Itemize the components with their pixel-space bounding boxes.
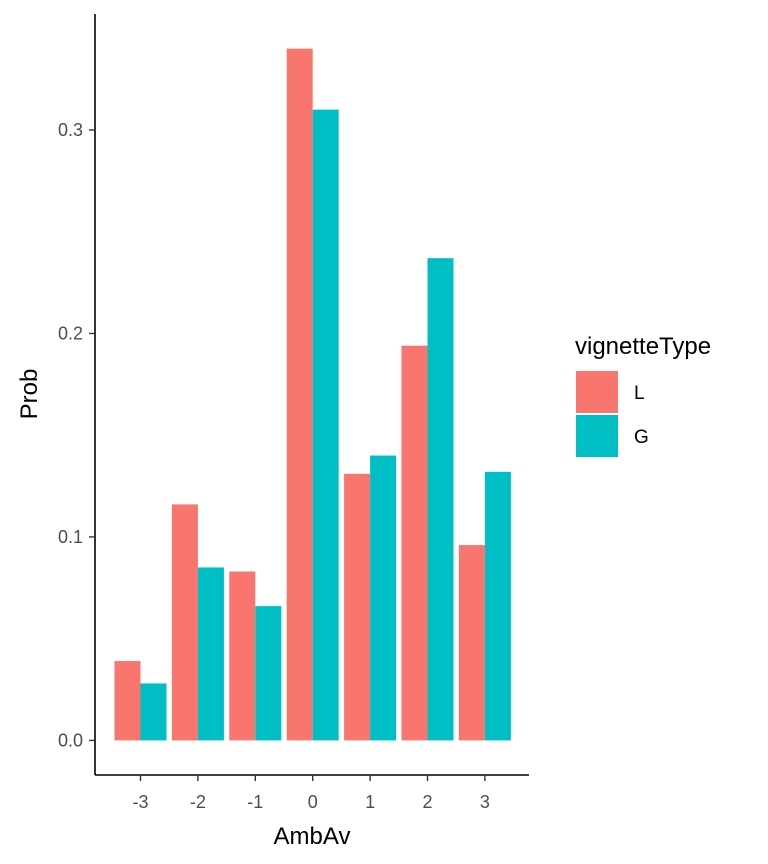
y-ticks-group: 0.0 0.1 0.2 0.3 [58,120,95,750]
x-ticks-group: -3 -2 -1 0 1 2 3 [132,775,490,812]
y-tick-label: 0.3 [58,120,83,140]
x-tick-label: 2 [422,792,432,812]
bar-G-1 [370,455,397,741]
y-tick-label: 0.0 [58,730,83,750]
x-tick-label: -1 [247,792,263,812]
bar-G--2 [197,567,224,741]
legend-items: LG [576,371,649,457]
bar-L-1 [344,473,371,741]
y-tick-label: 0.2 [58,323,83,343]
bar-L--1 [229,571,256,741]
x-tick-label: 3 [480,792,490,812]
bar-L-0 [286,48,313,741]
legend-label-G: G [634,427,649,448]
legend-key-G [576,415,618,457]
legend-title: vignetteType [575,333,711,360]
bar-G-0 [312,109,339,741]
legend-key-L [576,371,618,413]
legend: vignetteType LG [575,333,711,457]
bar-G-2 [427,258,454,741]
bar-L--3 [114,661,141,741]
x-tick-label: -3 [132,792,148,812]
bar-G-3 [484,471,511,741]
legend-label-L: L [634,383,645,404]
x-tick-label: -2 [190,792,206,812]
bar-G--3 [140,683,167,741]
y-tick-label: 0.1 [58,527,83,547]
x-tick-label: 0 [308,792,318,812]
bar-L--2 [171,504,198,741]
bar-G--1 [255,606,282,741]
y-axis-title: Prob [16,369,43,420]
x-tick-label: 1 [365,792,375,812]
x-axis-title: AmbAv [274,823,351,850]
bars-group [114,48,511,741]
bar-L-3 [458,545,485,741]
bar-L-2 [401,345,428,741]
